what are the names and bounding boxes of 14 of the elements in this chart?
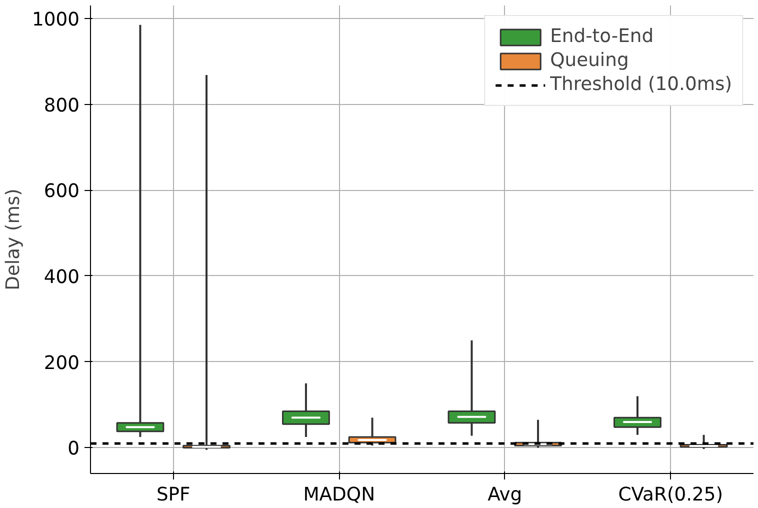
y-tick-label: 1000 [32, 9, 80, 30]
legend-label: End-to-End [550, 26, 654, 47]
x-tick-label: SPF [156, 484, 190, 506]
x-tick-label: CVaR(0.25) [618, 484, 724, 506]
y-tick-label: 0 [68, 438, 80, 460]
y-tick-label: 200 [44, 352, 80, 374]
y-tick-label: 400 [44, 266, 80, 288]
y-axis-title: Delay (ms) [3, 188, 24, 290]
legend-label: Threshold (10.0ms) [550, 74, 732, 95]
y-tick-label: 600 [44, 181, 80, 202]
legend-label: Queuing [550, 50, 629, 71]
x-tick-label: Avg [488, 484, 522, 506]
y-tick-label: 800 [44, 95, 80, 116]
x-tick-label: MADQN [303, 484, 376, 506]
